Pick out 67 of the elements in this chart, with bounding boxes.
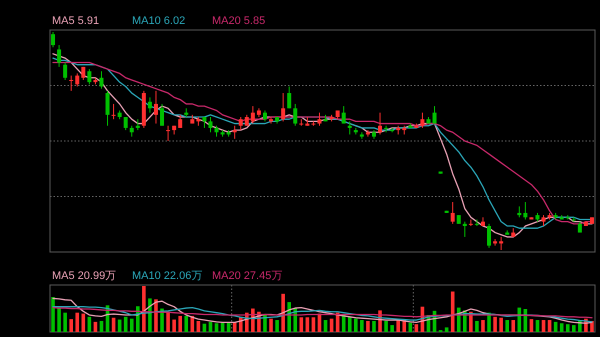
- bar: [493, 316, 497, 332]
- bar: [511, 320, 516, 332]
- bar: [178, 316, 182, 332]
- text: MA10 22.06万: [132, 270, 202, 282]
- bar: [130, 318, 134, 332]
- bar: [414, 324, 418, 332]
- bar: [554, 322, 558, 332]
- bar: [566, 324, 570, 332]
- bar: [560, 323, 564, 332]
- bar: [499, 318, 503, 332]
- bar: [360, 320, 364, 332]
- bar: [142, 286, 146, 332]
- text: MA20 27.45万: [212, 270, 282, 282]
- bar: [172, 320, 176, 332]
- bar: [548, 320, 552, 332]
- bar: [220, 322, 224, 332]
- bar: [269, 318, 273, 332]
- bar: [226, 322, 230, 332]
- bar: [275, 320, 279, 332]
- text: MA10 6.02: [132, 15, 186, 27]
- bar: [184, 316, 188, 332]
- bar: [112, 318, 116, 332]
- bar: [366, 320, 370, 332]
- bar: [475, 320, 479, 332]
- bar: [330, 318, 334, 332]
- bar: [572, 325, 576, 332]
- bar: [354, 318, 358, 332]
- bar: [300, 317, 304, 332]
- bar: [390, 325, 394, 332]
- bar: [450, 292, 454, 332]
- bar: [542, 320, 546, 332]
- bar: [57, 308, 61, 332]
- bar: [124, 316, 128, 332]
- bar: [63, 312, 67, 332]
- bar: [208, 322, 212, 332]
- series-label: MA5 20.99万: [52, 270, 116, 282]
- bar: [202, 324, 206, 332]
- bar: [336, 312, 340, 332]
- bar: [536, 320, 540, 332]
- bar: [518, 308, 522, 332]
- bar: [232, 322, 236, 332]
- bar: [166, 312, 170, 332]
- bar: [444, 327, 448, 332]
- text: MA20 5.85: [212, 15, 266, 27]
- bar: [408, 322, 412, 332]
- bar: [100, 320, 104, 332]
- bar: [69, 319, 73, 332]
- bar: [505, 320, 509, 332]
- text: MA5 5.91: [52, 15, 100, 27]
- bar: [312, 317, 316, 332]
- bar: [384, 320, 388, 332]
- bar: [94, 322, 98, 332]
- bar: [118, 320, 122, 332]
- bar: [372, 320, 376, 332]
- bar: [82, 314, 86, 332]
- bar: [306, 317, 310, 332]
- bar: [318, 314, 322, 332]
- bar: [530, 319, 534, 332]
- bar: [214, 323, 218, 332]
- bar: [88, 316, 92, 332]
- bar: [481, 320, 485, 332]
- bar: [196, 320, 200, 332]
- bar: [51, 297, 55, 332]
- bar: [75, 312, 80, 332]
- bar: [524, 309, 528, 332]
- bar: [324, 320, 328, 332]
- bar: [348, 316, 352, 332]
